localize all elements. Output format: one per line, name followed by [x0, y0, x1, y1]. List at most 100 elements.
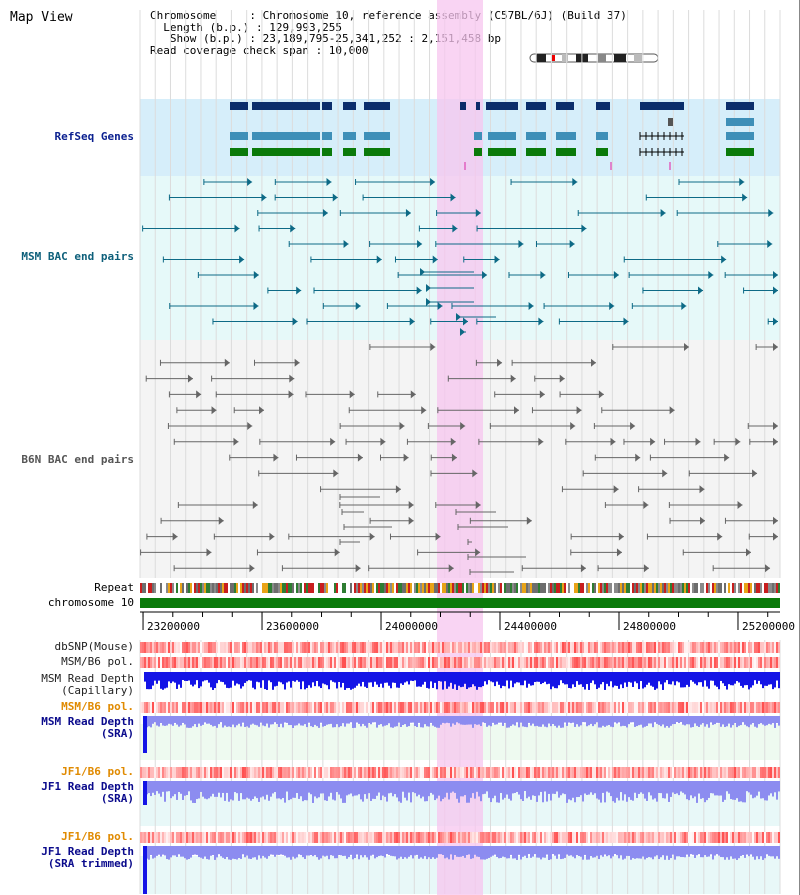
jf1-b6-pol2-heat	[586, 832, 588, 843]
msm-depth-sra-bar	[638, 716, 640, 726]
jf1-b6-pol2-heat	[638, 832, 640, 843]
jf1-depth-sra-bar	[418, 781, 420, 795]
repeat-element	[286, 583, 288, 593]
msm-b6-pol2-heat	[604, 702, 606, 713]
repeat-element	[260, 583, 262, 593]
repeat-element	[374, 583, 376, 593]
msm-depth-capillary-bar	[494, 672, 496, 687]
jf1-b6-pol2-heat	[522, 832, 524, 843]
msm-depth-sra-bar	[484, 716, 486, 724]
jf1-b6-pol-heat	[300, 767, 302, 778]
jf1-b6-pol2-heat	[594, 832, 596, 843]
jf1-depth-trimmed-bar	[674, 846, 676, 860]
jf1-b6-pol-heat	[530, 767, 532, 778]
msm-depth-capillary-bar	[670, 672, 672, 685]
jf1-b6-pol2-heat	[724, 832, 726, 843]
jf1-depth-sra-bar	[244, 781, 246, 800]
msm-depth-capillary-bar	[660, 672, 662, 685]
msm-b6-pol-heat	[226, 657, 228, 668]
repeat-element	[514, 583, 516, 593]
msm-b6-pol-heat	[200, 657, 202, 668]
jf1-b6-pol-heat	[608, 767, 610, 778]
msm-b6-pol-heat	[346, 657, 348, 668]
gene-exon	[460, 102, 466, 110]
repeat-element	[320, 583, 322, 593]
dbsnp-heat	[184, 642, 186, 653]
jf1-depth-sra-line2: (SRA)	[100, 792, 134, 805]
bac-end	[475, 548, 481, 557]
dbsnp-heat	[676, 642, 678, 653]
msm-depth-sra-bar	[282, 716, 284, 728]
gene-exon	[230, 132, 248, 140]
jf1-depth-sra-bar	[370, 781, 372, 801]
jf1-b6-pol-heat	[776, 767, 778, 778]
repeat-element	[396, 583, 398, 593]
jf1-depth-sra-bar	[684, 781, 686, 795]
msm-b6-pol-heat	[428, 657, 430, 668]
jf1-b6-pol-heat	[278, 767, 280, 778]
jf1-b6-pol2-heat	[330, 832, 332, 843]
msm-depth-capillary-bar	[476, 672, 478, 690]
jf1-depth-sra-bar	[194, 781, 196, 803]
msm-b6-pol2-heat	[648, 702, 650, 713]
jf1-depth-sra-bar	[628, 781, 630, 798]
dbsnp-heat	[244, 642, 246, 653]
repeat-element	[646, 583, 648, 593]
msm-b6-pol2-heat	[690, 702, 692, 713]
msm-b6-pol-heat	[322, 657, 324, 668]
msm-depth-sra-bar	[196, 716, 198, 728]
msm-b6-pol2-heat	[624, 702, 626, 713]
jf1-depth-sra-bar	[566, 781, 568, 803]
msm-b6-pol2-heat	[380, 702, 382, 713]
msm-depth-capillary-bar	[186, 672, 188, 681]
jf1-b6-pol2-heat	[348, 832, 350, 843]
msm-depth-capillary-bar	[604, 672, 606, 690]
dbsnp-heat	[528, 642, 530, 653]
msm-depth-capillary-bar	[450, 672, 452, 683]
repeat-element	[454, 583, 456, 593]
jf1-depth-trimmed-bar	[734, 846, 736, 859]
msm-b6-pol2-heat	[216, 702, 218, 713]
msm-b6-pol2-heat	[226, 702, 228, 713]
dbsnp-heat	[252, 642, 254, 653]
msm-depth-sra-bar	[348, 716, 350, 724]
msm-b6-pol-heat	[702, 657, 704, 668]
repeat-element	[632, 583, 634, 593]
msm-depth-sra-bar	[544, 716, 546, 727]
jf1-depth-sra-bar	[490, 781, 492, 803]
msm-b6-pol2-heat	[250, 702, 252, 713]
msm-depth-capillary-bar	[218, 672, 220, 681]
jf1-depth-trimmed-bar	[310, 846, 312, 856]
jf1-depth-sra-bar	[322, 781, 324, 794]
msm-depth-capillary-bar	[414, 672, 416, 681]
dbsnp-heat	[220, 642, 222, 653]
msm-b6-pol2-heat	[456, 702, 458, 713]
jf1-b6-pol-heat	[358, 767, 360, 778]
jf1-depth-trimmed-bar	[240, 846, 242, 859]
jf1-depth-sra-bar	[758, 781, 760, 792]
msm-b6-pol2-heat	[428, 702, 430, 713]
jf1-depth-sra-bar	[330, 781, 332, 793]
jf1-depth-sra-bar	[600, 781, 602, 803]
bac-end	[660, 209, 666, 217]
msm-depth-capillary-bar	[688, 672, 690, 687]
gene-exon	[596, 102, 610, 110]
msm-depth-capillary-bar	[608, 672, 610, 687]
msm-b6-pol-heat	[216, 657, 218, 668]
jf1-depth-sra-bar	[348, 781, 350, 795]
repeat-element	[684, 583, 686, 593]
msm-depth-sra-bar	[388, 716, 390, 724]
repeat-element	[160, 583, 162, 593]
jf1-depth-trimmed-bar	[502, 846, 504, 857]
jf1-b6-pol2-heat	[332, 832, 334, 843]
msm-b6-pol-heat	[236, 657, 238, 668]
msm-depth-sra-bar	[586, 716, 588, 727]
repeat-element	[420, 583, 422, 593]
dbsnp-heat	[556, 642, 558, 653]
msm-depth-sra-bar	[592, 716, 594, 727]
dbsnp-heat	[614, 642, 616, 653]
msm-b6-pol-heat	[612, 657, 614, 668]
msm-b6-pol-heat	[552, 657, 554, 668]
jf1-depth-trimmed-bar	[306, 846, 308, 856]
